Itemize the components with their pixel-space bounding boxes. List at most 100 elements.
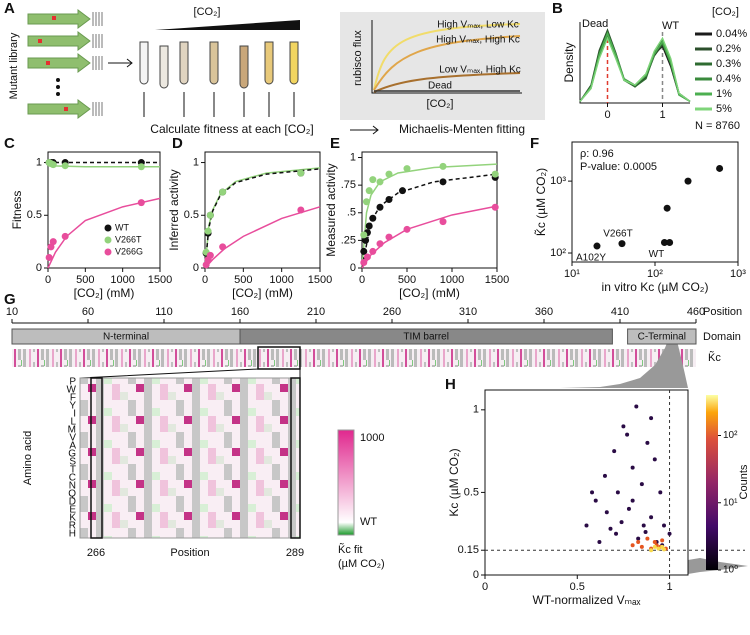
point: [615, 490, 620, 495]
curve-label: Low Vₘₐₓ, High Kc: [439, 65, 521, 76]
aa-label: F: [70, 393, 76, 404]
fit-line: [361, 205, 498, 269]
aa-label: M: [68, 425, 76, 436]
y-tick-label: 1: [473, 404, 479, 416]
domain-label: TIM barrel: [403, 332, 449, 343]
mm-step: Michaelis-Menten fitting: [399, 122, 525, 136]
legend-label: 0.04%: [716, 28, 747, 40]
aa-label: I: [73, 409, 76, 420]
point: [649, 515, 654, 520]
arrow: [108, 58, 133, 68]
panel-label: C: [4, 135, 15, 152]
gene-arrows: [27, 9, 91, 119]
point: [365, 222, 373, 230]
position-tick-label: 360: [535, 306, 553, 318]
panel-label: E: [330, 135, 340, 152]
position-tick-label: 110: [155, 306, 173, 318]
x-tick-label: 10¹: [564, 268, 580, 280]
kc-strip: [12, 349, 696, 367]
point: [439, 178, 447, 186]
point: [639, 544, 644, 549]
x-tick-label: 1000: [269, 274, 293, 286]
kc-row-label: K̃c: [708, 351, 721, 364]
curve-label: High Vₘₐₓ, High Kc: [436, 35, 520, 46]
x-tick-label: 500: [76, 274, 94, 286]
gradient-wedge: [155, 20, 300, 30]
point: [630, 498, 635, 503]
point: [652, 544, 657, 549]
point: [369, 214, 377, 222]
arrow: [350, 125, 379, 135]
colorbar-bottom: WT: [360, 516, 377, 528]
point: [206, 211, 214, 219]
fit-line: [47, 197, 161, 269]
point: [602, 473, 607, 478]
colorbar-tick-label: 10¹: [723, 497, 738, 508]
point: [636, 539, 641, 544]
point: [641, 523, 646, 528]
point: [643, 530, 648, 535]
legend-marker: [104, 224, 112, 232]
point: [61, 162, 69, 170]
position-tick-label: 60: [82, 306, 94, 318]
aa-label: C: [69, 473, 76, 484]
panel-label: B: [552, 0, 563, 17]
x-tick-label: 1500: [485, 274, 509, 286]
x-tick-label: 0: [359, 274, 365, 286]
zoom-tick: 266: [87, 547, 105, 559]
y-tick-label: 0: [36, 262, 42, 274]
y-tick-label: 0.5: [27, 209, 42, 221]
model-xlabel: [CO₂]: [427, 98, 454, 110]
mutation-marks: [38, 16, 68, 111]
point: [626, 506, 631, 511]
x-tick-label: 500: [234, 274, 252, 286]
zoom-lines: [79, 368, 301, 379]
y-tick-label: 0: [473, 569, 479, 581]
axes-frame: [204, 151, 321, 269]
x-tick-label: 0: [482, 581, 488, 593]
y-axis-label: Kc (µM CO₂): [447, 448, 461, 516]
model-axes: [371, 20, 522, 94]
point: [666, 239, 674, 247]
y-axis-label: Fitness: [10, 191, 24, 230]
point: [684, 177, 692, 185]
point: [491, 170, 499, 178]
zoom-x-label: Position: [170, 547, 209, 559]
model-ylabel: rubisco flux: [352, 30, 364, 86]
point: [658, 490, 663, 495]
legend-label: 5%: [716, 103, 732, 115]
point: [593, 242, 601, 250]
position-tick-label: 310: [459, 306, 477, 318]
point: [593, 498, 598, 503]
x-axis-label: [CO₂] (mM): [74, 286, 135, 300]
x-tick-label: 0: [604, 109, 610, 121]
point: [618, 240, 626, 248]
aa-label: R: [69, 521, 76, 532]
position-tick-label: 460: [687, 306, 705, 318]
point: [660, 538, 665, 543]
x-tick-label: 0: [202, 274, 208, 286]
domain-title: Domain: [703, 331, 741, 343]
x-tick-label: 0: [45, 274, 51, 286]
point: [645, 440, 650, 445]
aa-label: K: [69, 513, 76, 524]
point: [597, 539, 602, 544]
y-tick-label: 0.5: [464, 486, 479, 498]
colorbar-top: 1000: [360, 432, 384, 444]
x-tick-label: 500: [398, 274, 416, 286]
fitness-step: Calculate fitness at each [CO₂]: [150, 122, 313, 136]
point: [385, 196, 393, 204]
point: [385, 233, 393, 241]
point: [206, 251, 214, 259]
point: [385, 170, 393, 178]
colorbar-label: K̃c fit: [338, 543, 362, 556]
point: [362, 236, 370, 244]
point: [137, 163, 145, 171]
y-tick-label: 0.5: [184, 209, 199, 221]
tubes: [139, 41, 299, 89]
panel-label: A: [4, 0, 15, 17]
aa-label: T: [70, 465, 76, 476]
y-tick-label: 1: [193, 156, 199, 168]
point: [403, 225, 411, 233]
